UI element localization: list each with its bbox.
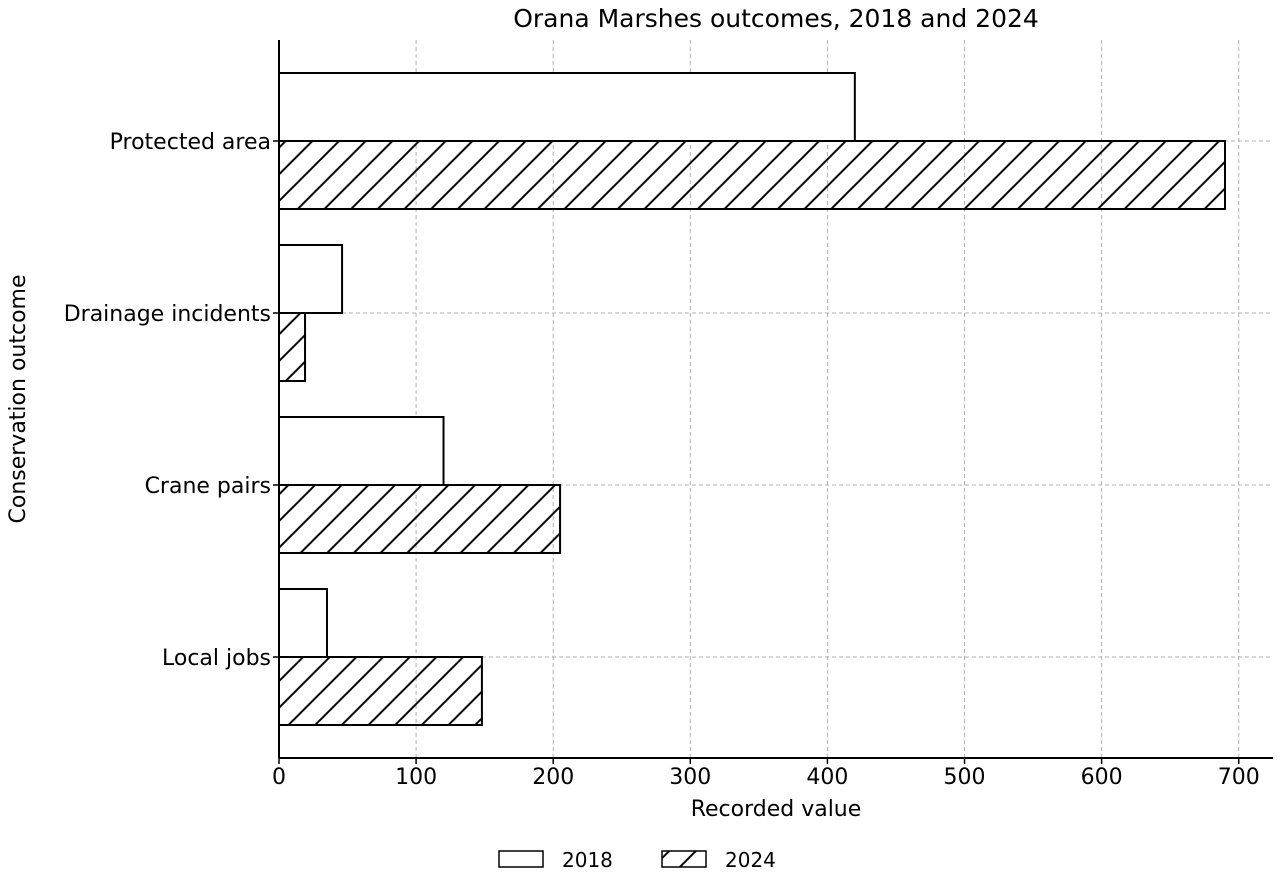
bar-2018-crane-pairs: [278, 416, 445, 486]
bars: [278, 72, 1227, 726]
legend-label-2018: 2018: [562, 848, 613, 872]
bar-2018-protected-area: [278, 72, 856, 142]
legend: 2018 2024: [498, 848, 776, 872]
bar-2024-local-jobs: [278, 656, 483, 726]
legend-swatch-2018: [498, 850, 544, 868]
y-tick-label: Protected area: [110, 130, 271, 155]
legend-swatch-2024: [661, 850, 707, 868]
y-tick-label: Drainage incidents: [64, 302, 271, 327]
x-tick-label: 300: [669, 765, 711, 790]
bar-2018-local-jobs: [278, 588, 328, 658]
x-tick-label: 100: [395, 765, 437, 790]
legend-label-2024: 2024: [725, 848, 776, 872]
x-tick-label: 500: [944, 765, 986, 790]
x-tick-labels: 0 100 200 300 400 500 600 700: [272, 765, 1260, 790]
y-tick-label: Crane pairs: [145, 474, 271, 499]
x-tick-label: 600: [1081, 765, 1123, 790]
x-tick-label: 200: [532, 765, 574, 790]
bar-2024-protected-area: [278, 140, 1227, 210]
bar-2024-drainage-incidents: [278, 312, 307, 382]
y-axis-title: Conservation outcome: [6, 275, 31, 524]
x-tick-label: 700: [1218, 765, 1260, 790]
y-tick-labels: Protected area Drainage incidents Crane pa…: [64, 130, 271, 671]
x-tick-label: 400: [806, 765, 848, 790]
x-axis-title: Recorded value: [691, 797, 862, 822]
axes: [273, 40, 1273, 764]
x-tick-label: 0: [272, 765, 286, 790]
bar-2024-crane-pairs: [278, 484, 562, 554]
chart-title: Orana Marshes outcomes, 2018 and 2024: [513, 4, 1039, 33]
y-tick-label: Local jobs: [162, 646, 271, 671]
bar-2018-drainage-incidents: [278, 244, 344, 314]
